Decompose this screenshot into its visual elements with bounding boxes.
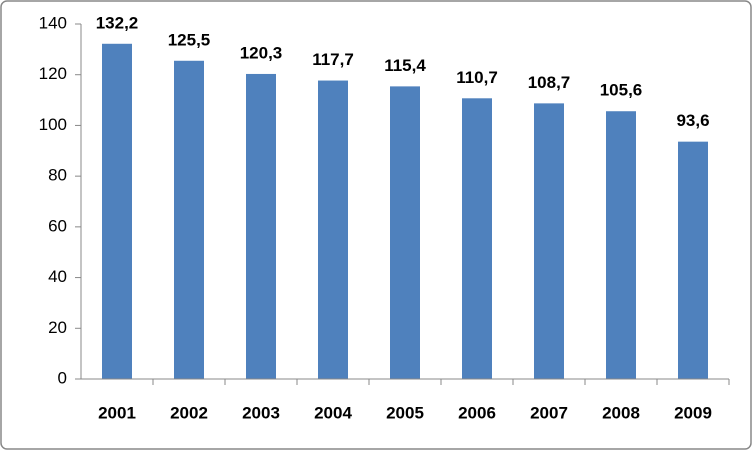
data-label: 125,5 [168, 30, 211, 49]
bar [462, 98, 492, 380]
data-label: 132,2 [96, 13, 139, 32]
bar [246, 73, 276, 379]
data-label: 120,3 [240, 43, 283, 62]
bar [390, 86, 420, 379]
y-tick-label: 40 [48, 267, 67, 286]
x-tick-label: 2001 [98, 403, 136, 422]
x-tick-label: 2004 [314, 403, 352, 422]
y-tick-label: 140 [39, 13, 67, 32]
x-tick-label: 2005 [386, 403, 424, 422]
y-tick-label: 100 [39, 115, 67, 134]
bar [174, 60, 204, 380]
y-tick-label: 20 [48, 318, 67, 337]
data-label: 115,4 [384, 56, 426, 75]
y-tick-label: 0 [58, 368, 67, 387]
bar [318, 80, 348, 380]
data-label: 108,7 [528, 73, 571, 92]
y-tick-label: 80 [48, 166, 67, 185]
y-tick-label: 60 [48, 216, 67, 235]
data-label: 93,6 [676, 111, 709, 130]
data-label: 110,7 [456, 68, 498, 87]
x-tick-label: 2003 [242, 403, 280, 422]
x-tick-label: 2007 [530, 403, 568, 422]
bar [678, 141, 708, 379]
bar [606, 111, 636, 379]
x-tick-label: 2008 [602, 403, 640, 422]
data-label: 105,6 [600, 81, 643, 100]
bar [534, 103, 564, 379]
data-label: 117,7 [312, 50, 354, 69]
y-tick-label: 120 [39, 64, 67, 83]
x-tick-label: 2009 [674, 403, 712, 422]
bar [102, 43, 132, 380]
x-tick-label: 2002 [170, 403, 208, 422]
x-tick-label: 2006 [458, 403, 496, 422]
